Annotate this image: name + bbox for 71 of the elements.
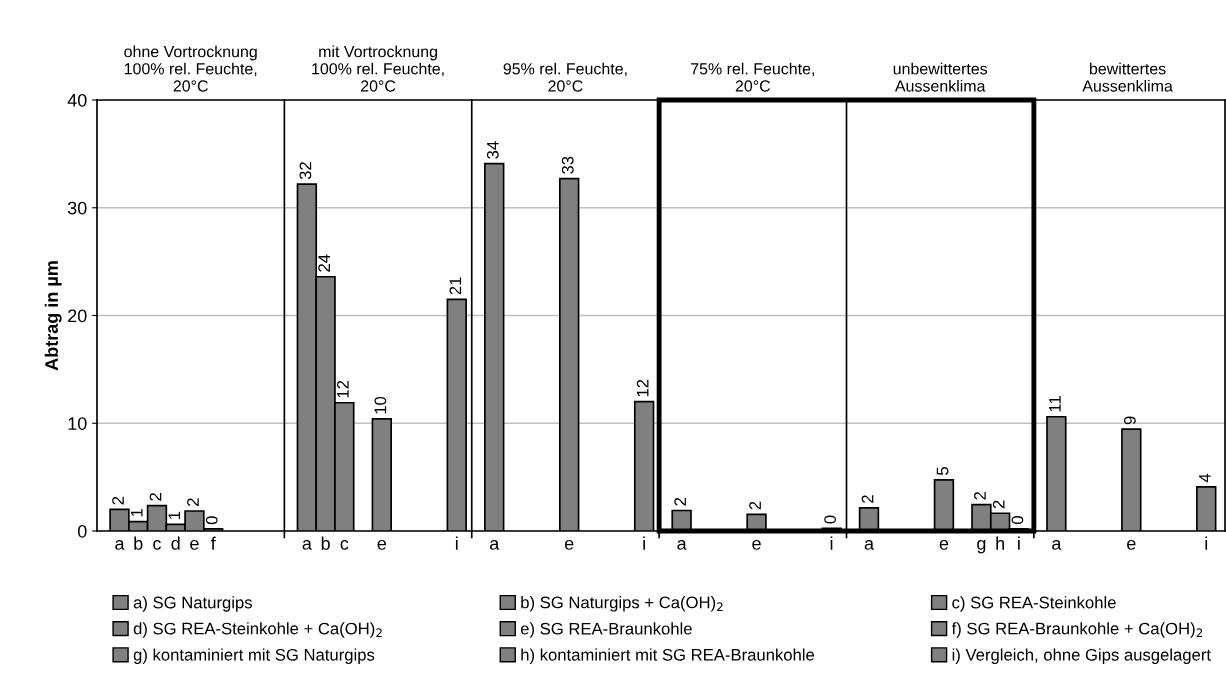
data-label: 2 — [974, 492, 986, 500]
x-tick-label: e — [564, 539, 574, 550]
data-label: 12 — [337, 380, 349, 398]
x-tick-label: f — [210, 536, 216, 550]
y-tick-label: 20 — [68, 309, 87, 323]
x-tick-label: d — [171, 536, 180, 550]
x-tick-label: e — [190, 539, 199, 550]
data-label: 0 — [205, 516, 218, 525]
legend-label: g) kontaminiert mit SG Naturgips — [133, 648, 375, 664]
x-tick-label: a — [489, 539, 500, 550]
data-label: 11 — [1049, 396, 1061, 412]
data-label: 5 — [936, 467, 949, 475]
text: 95% rel. Feuchte, 20°C — [503, 62, 627, 92]
x-tick-label: a — [1052, 539, 1062, 550]
data-label: 0 — [824, 515, 836, 524]
x-tick-label: i — [1018, 536, 1020, 550]
x-tick-label: a — [677, 539, 687, 550]
data-label: 2 — [112, 496, 124, 505]
x-tick-label: a — [302, 539, 312, 550]
x-tick-label: i — [455, 536, 458, 550]
x-tick-label: e — [1127, 539, 1136, 550]
text: bewittertes Aussenklima — [1082, 62, 1173, 92]
x-tick-label: g — [977, 539, 986, 554]
y-tick-label: 10 — [68, 417, 87, 430]
text: mit Vortrocknung 100% rel. Feuchte, 20°C — [312, 45, 444, 92]
x-tick-label: e — [939, 539, 949, 550]
data-label: 4 — [1199, 473, 1211, 483]
x-tick-label: i — [1205, 536, 1208, 550]
data-label: 2 — [749, 501, 761, 510]
data-label: 21 — [449, 277, 462, 295]
data-label: 1 — [168, 511, 181, 519]
legend-label: d) SG REA-Steinkohle + Ca(OH)$_{2}$ — [133, 622, 382, 638]
x-tick-label: c — [153, 539, 161, 550]
data-label: 2 — [992, 500, 1005, 509]
data-label: 24 — [318, 254, 330, 272]
legend-label: e) SG REA-Braunkohle — [520, 622, 692, 638]
legend-label: f) SG REA-Braunkohle + Ca(OH)$_{2}$ — [951, 622, 1203, 638]
y-axis-title: Abtrag in µm — [44, 261, 62, 371]
x-tick-label: a — [115, 539, 125, 550]
data-label: 2 — [149, 493, 162, 501]
x-tick-label: b — [321, 536, 330, 550]
data-label: 34 — [486, 141, 499, 159]
legend-label: i) Vergleich, ohne Gips ausgelagert — [952, 648, 1211, 664]
text: unbewittertes Aussenklima — [893, 62, 988, 92]
text: ohne Vortrocknung 100% rel. Feuchte, 20°C — [124, 45, 257, 92]
legend-label: a) SG Naturgips — [133, 596, 252, 612]
data-label: 1 — [131, 509, 143, 517]
text: 75% rel. Feuchte, 20°C — [691, 62, 814, 92]
legend-label: c) SG REA-Steinkohle — [952, 596, 1116, 612]
y-tick-label: 30 — [67, 201, 87, 215]
data-label: 33 — [561, 156, 574, 174]
x-tick-label: c — [340, 539, 349, 550]
data-label: 2 — [861, 495, 874, 503]
data-label: 32 — [299, 162, 312, 180]
data-label: 2 — [674, 497, 686, 506]
x-tick-label: a — [864, 539, 875, 550]
y-tick-label: 0 — [77, 524, 87, 538]
y-tick-label: 40 — [67, 93, 87, 107]
data-label: 2 — [187, 498, 199, 506]
data-label: 0 — [1011, 516, 1024, 525]
data-label: 9 — [1123, 416, 1136, 425]
legend-label: h) kontaminiert mit SG REA-Braunkohle — [521, 648, 815, 664]
legend-label: b) SG Naturgips + Ca(OH)$_{2}$ — [521, 596, 723, 612]
x-tick-label: e — [377, 539, 387, 550]
x-tick-label: e — [752, 539, 761, 550]
data-label: 10 — [374, 396, 387, 414]
data-label: 12 — [636, 379, 649, 397]
x-tick-label: b — [134, 536, 143, 550]
x-tick-label: i — [830, 536, 833, 550]
x-tick-label: h — [996, 536, 1004, 550]
x-tick-label: i — [643, 536, 645, 550]
